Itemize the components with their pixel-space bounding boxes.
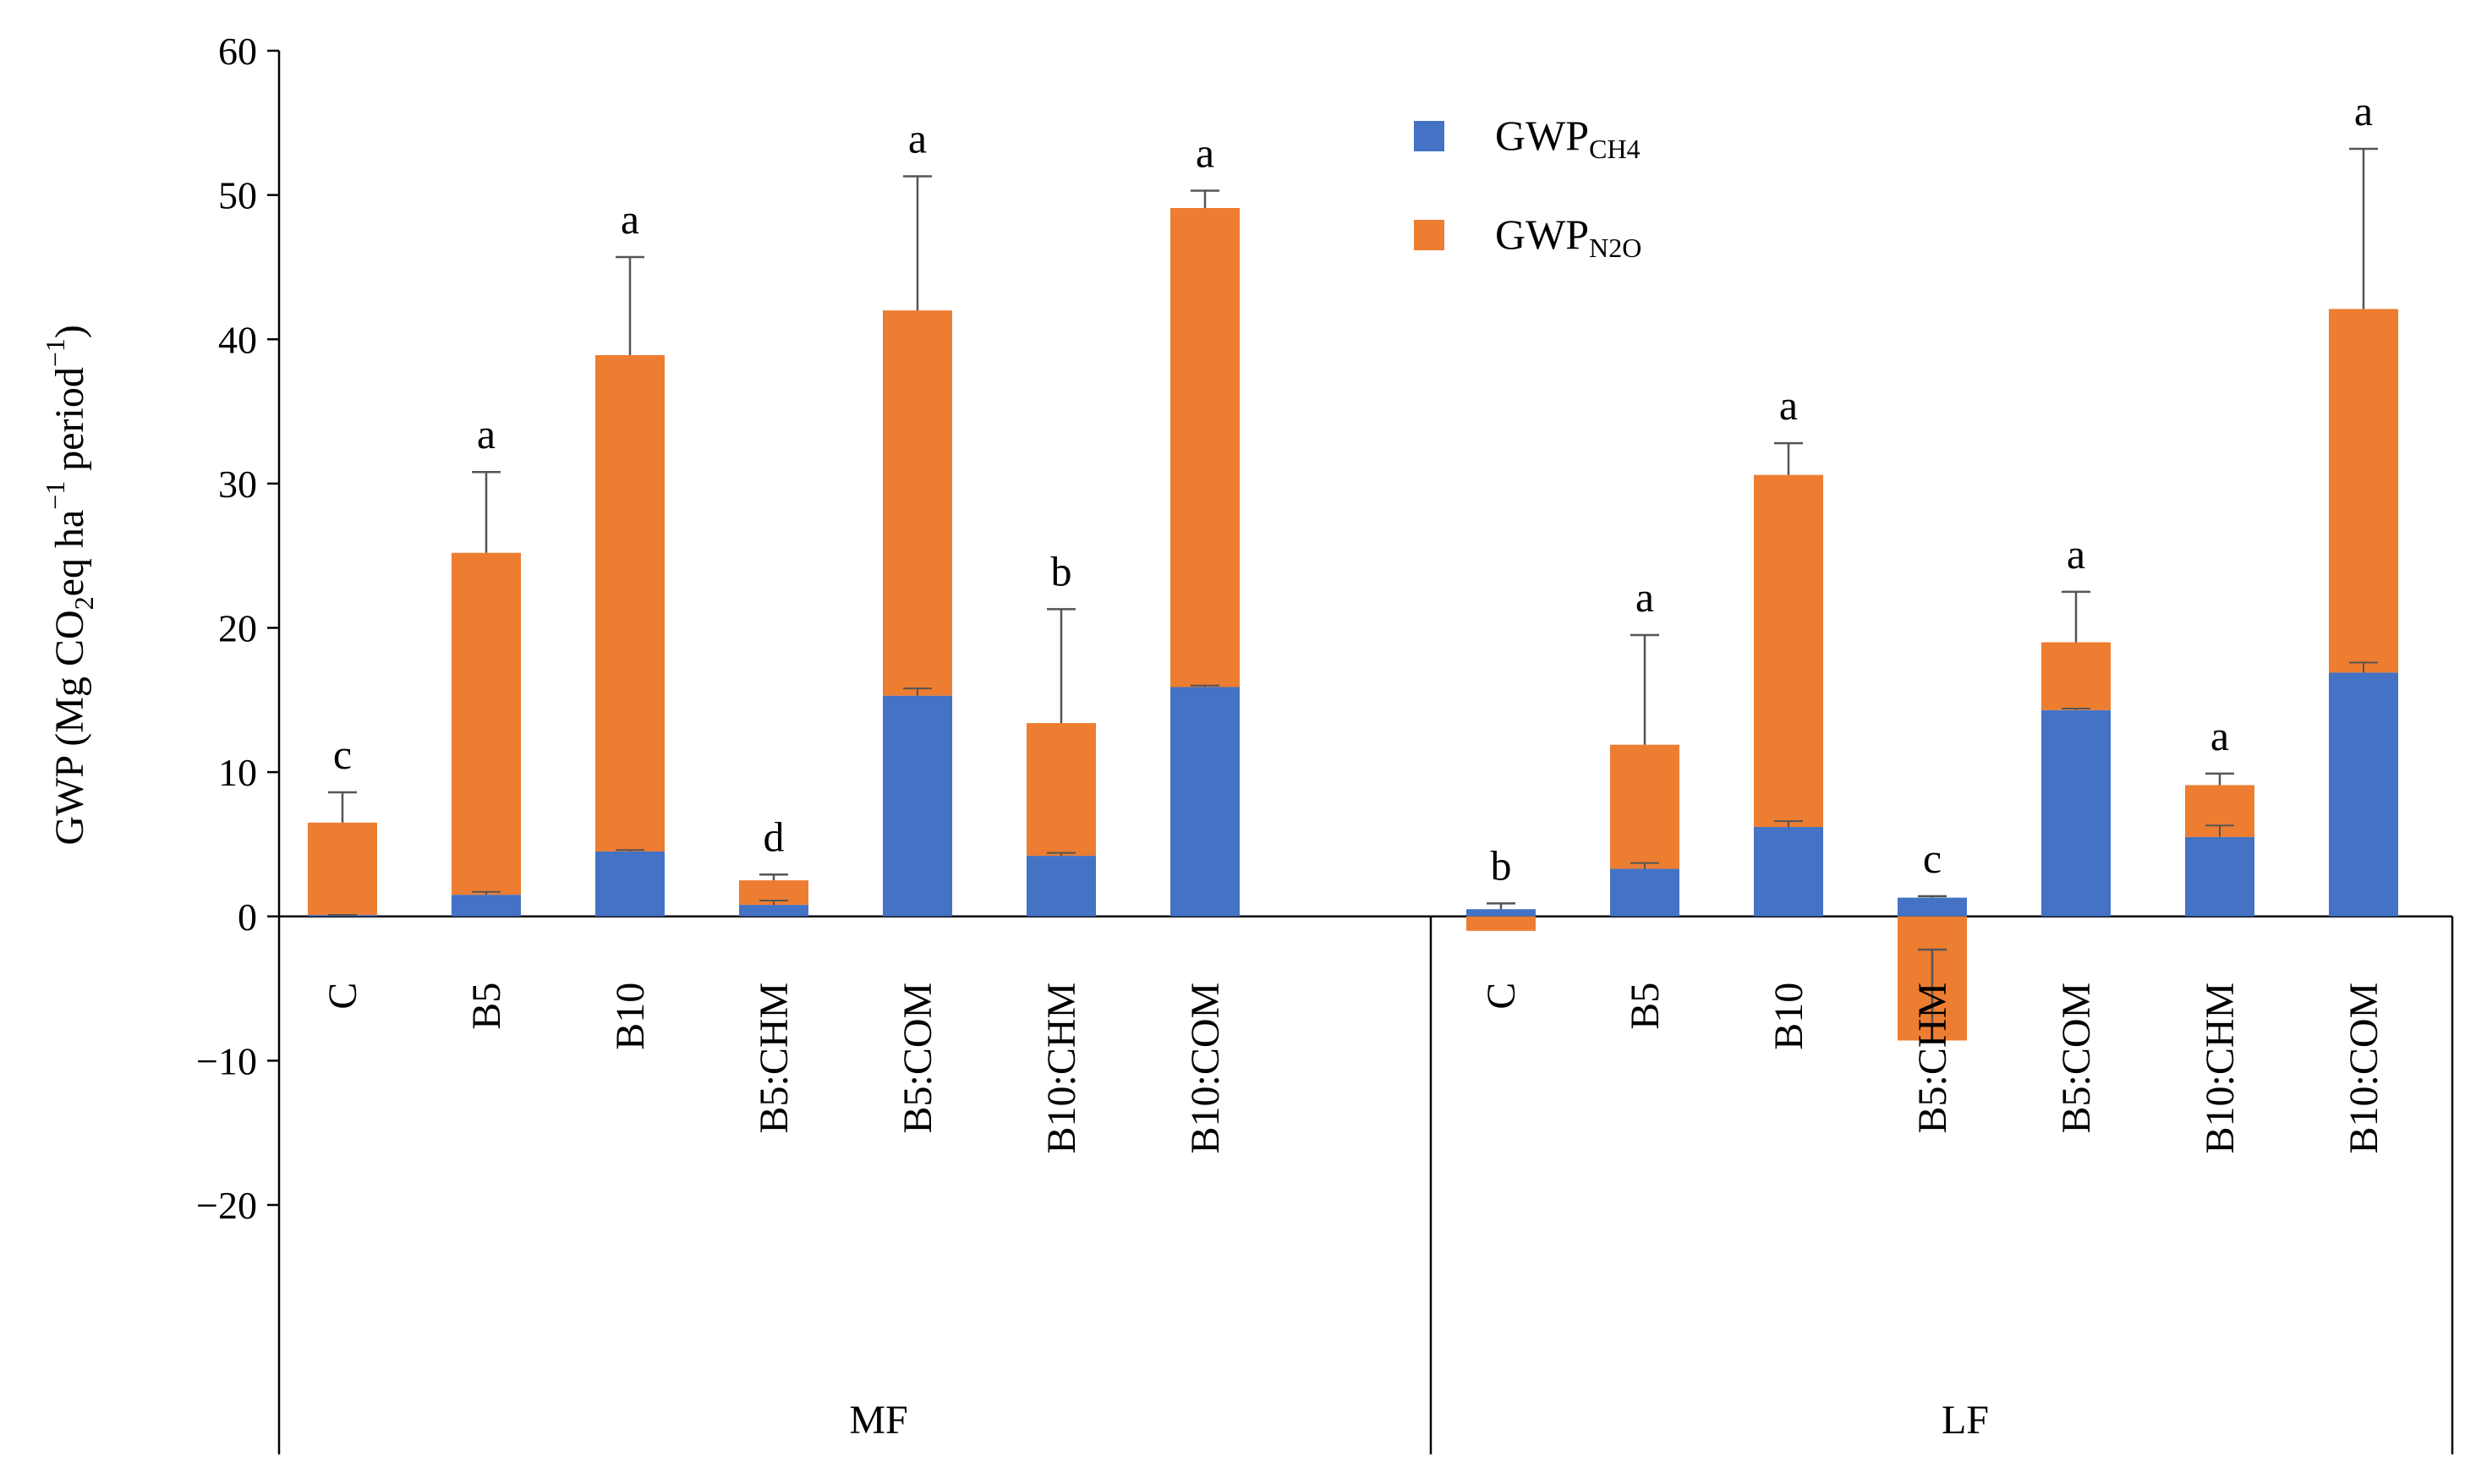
significance-letter: b <box>1491 841 1512 889</box>
category-label: B10:CHM <box>2198 983 2243 1154</box>
significance-letter: a <box>1196 129 1214 177</box>
labels-layer: c Ca B5 a B10 d B5:CHM a B5:COM b B10:CHM a B10:COM M… <box>320 87 2386 1443</box>
legend-label-CH4: GWPCH4 <box>1495 112 1641 164</box>
error-bars-layer <box>328 147 2378 1041</box>
bar-ch4-MF-B5 <box>452 895 521 917</box>
significance-letter: c <box>1923 835 1942 882</box>
significance-letter: a <box>621 195 639 243</box>
significance-letter: d <box>764 813 785 860</box>
bar-ch4-LF-B5:CHM <box>1898 897 1967 917</box>
y-tick-label: 10 <box>218 751 257 794</box>
bar-ch4-LF-B5:COM <box>2041 709 2111 917</box>
category-label: B10 <box>608 983 653 1050</box>
legend-label-N2O: GWPN2O <box>1495 211 1641 263</box>
bar-n2o-LF-B10 <box>1754 474 1823 827</box>
group-label-LF: LF <box>1942 1398 1989 1443</box>
significance-letter: a <box>2067 530 2085 578</box>
group-label-MF: MF <box>849 1398 907 1443</box>
significance-letter: a <box>2354 87 2373 134</box>
bar-n2o-MF-B10:COM <box>1170 207 1240 687</box>
y-tick-label: −10 <box>196 1039 257 1082</box>
y-tick-label: 0 <box>238 895 257 939</box>
axes-layer: −20 −10 0 10 20 30 40 50 60 GWP (Mg CO2​eq ha−1​ … <box>40 30 2454 1454</box>
bar-ch4-MF-B10:CHM <box>1027 856 1096 917</box>
y-tick-label: 30 <box>218 463 257 506</box>
y-tick-label: 20 <box>218 607 257 650</box>
bar-n2o-LF-B10:COM <box>2329 309 2398 673</box>
category-label: B5:CHM <box>1910 983 1955 1134</box>
bar-n2o-LF-B5 <box>1610 744 1679 869</box>
bar-n2o-LF-C <box>1466 916 1536 931</box>
y-tick-label: 50 <box>218 174 257 217</box>
y-tick-label: 60 <box>218 30 257 73</box>
significance-letter: a <box>1635 573 1654 621</box>
bar-ch4-MF-B10 <box>595 851 665 917</box>
legend-swatch-CH4 <box>1414 121 1444 151</box>
bar-n2o-MF-C <box>308 822 377 916</box>
category-label: B5:COM <box>2054 983 2099 1134</box>
category-label: C <box>320 983 365 1010</box>
significance-letter: b <box>1051 547 1072 594</box>
bar-ch4-LF-C <box>1466 909 1536 917</box>
category-label: B5 <box>1623 983 1668 1030</box>
category-label: B5:CHM <box>752 983 797 1134</box>
bar-n2o-LF-B5:COM <box>2041 642 2111 710</box>
bar-ch4-MF-B5:CHM <box>739 905 808 917</box>
category-label: B10:COM <box>2342 983 2386 1154</box>
bar-n2o-MF-B10:CHM <box>1027 723 1096 857</box>
category-label: B5 <box>464 983 509 1030</box>
bar-ch4-LF-B5 <box>1610 868 1679 917</box>
category-label: C <box>1479 983 1524 1010</box>
category-label: B10:COM <box>1183 983 1228 1154</box>
significance-letter: a <box>908 114 927 162</box>
category-label: B10:CHM <box>1039 983 1084 1154</box>
y-tick-label: −20 <box>196 1184 257 1227</box>
bar-n2o-MF-B5:COM <box>883 310 952 696</box>
bar-ch4-LF-B10:COM <box>2329 672 2398 917</box>
bar-ch4-MF-B10:COM <box>1170 687 1240 917</box>
bar-ch4-MF-B5:COM <box>883 695 952 917</box>
category-label: B10 <box>1767 983 1811 1050</box>
bar-ch4-LF-B10 <box>1754 826 1823 917</box>
significance-letter: a <box>477 410 496 457</box>
y-axis-title: GWP (Mg CO2​eq ha−1​ period−1​) <box>40 325 99 846</box>
significance-letter: c <box>333 731 352 778</box>
category-label: B5:COM <box>896 983 940 1134</box>
significance-letter: a <box>1779 381 1798 429</box>
significance-letter: a <box>2210 712 2229 759</box>
legend: GWPCH4 GWPN2O <box>1414 112 1641 263</box>
bar-n2o-MF-B5 <box>452 552 521 895</box>
bar-ch4-LF-B10:CHM <box>2185 836 2254 917</box>
bar-n2o-MF-B10 <box>595 355 665 852</box>
bars-layer <box>308 207 2398 1041</box>
legend-swatch-N2O <box>1414 220 1444 250</box>
y-tick-label: 40 <box>218 318 257 361</box>
